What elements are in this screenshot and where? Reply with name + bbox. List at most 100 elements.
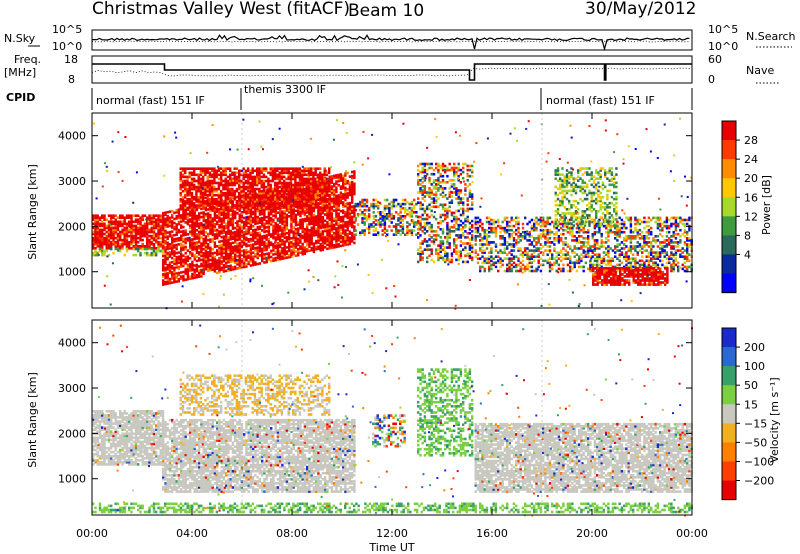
power-panel: 1000200030004000 Slant Range [km] 282420… [26,113,773,310]
data-cell [151,227,153,230]
data-cell [200,212,202,215]
data-cell [261,229,263,232]
data-cell [315,215,317,218]
data-cell [338,223,340,226]
data-cell [160,214,162,217]
data-cell [189,218,191,221]
cpid-label: CPID [6,91,35,104]
data-cell [178,272,180,275]
data-cell [209,214,211,217]
data-cell [333,175,335,178]
data-cell [191,252,193,255]
data-cell [304,228,306,231]
data-cell [281,227,283,230]
data-cell [257,226,259,229]
data-cell [135,225,137,228]
data-cell [173,258,175,261]
data-cell [227,265,229,268]
data-cell [176,280,178,283]
data-cell [146,248,148,251]
data-cell [171,230,173,233]
data-cell [106,231,108,234]
data-cell [347,192,349,195]
data-cell [234,211,236,214]
data-cell [268,238,270,241]
data-cell [121,221,123,224]
data-cell [261,248,263,251]
nave-label: Nave [746,64,774,77]
data-cell [148,235,150,238]
data-cell [304,218,306,221]
data-cell [218,224,220,227]
data-cell [178,255,180,258]
data-cell [198,212,200,215]
data-cell [194,254,196,257]
data-cell [139,245,141,248]
data-cell [313,214,315,217]
data-cell [180,275,182,278]
data-cell [284,241,286,244]
data-cell [182,230,184,233]
data-cell [218,257,220,260]
data-cell [212,252,214,255]
data-cell [103,250,105,253]
data-cell [178,221,180,224]
data-cell [245,263,247,266]
data-cell [112,227,114,230]
data-cell [196,260,198,263]
data-cell [189,263,191,266]
data-cell [124,254,126,257]
data-cell [245,249,247,252]
data-cell [153,214,155,217]
data-cell [182,259,184,262]
data-cell [277,224,279,227]
data-cell [216,249,218,252]
data-cell [223,264,225,267]
data-cell [304,246,306,249]
data-cell [121,239,123,242]
data-cell [227,236,229,239]
data-cell [144,245,146,248]
data-cell [257,232,259,235]
data-cell [302,235,304,238]
data-cell [347,180,349,183]
data-cell [97,214,99,217]
data-cell [119,250,121,253]
data-cell [344,172,346,175]
data-cell [169,243,171,246]
data-cell [308,229,310,232]
data-cell [275,245,277,248]
data-cell [171,281,173,284]
data-cell [324,220,326,223]
date-title: 30/May/2012 [585,0,697,19]
data-cell [133,254,135,257]
data-cell [266,230,268,233]
data-cell [173,267,175,270]
data-cell [266,242,268,245]
data-cell [342,209,344,212]
data-cell [178,237,180,240]
data-cell [227,253,229,256]
data-cell [167,211,169,214]
data-cell [171,257,173,260]
data-cell [182,275,184,278]
data-cell [234,245,236,248]
data-cell [203,211,205,214]
data-cell [254,261,256,264]
data-cell [338,212,340,215]
data-cell [155,233,157,236]
data-cell [169,217,171,220]
data-cell [189,231,191,234]
data-cell [234,231,236,234]
data-cell [178,243,180,246]
data-cell [155,250,157,253]
data-cell [333,244,335,247]
data-cell [196,274,198,277]
data-cell [169,231,171,234]
data-cell [144,252,146,255]
data-cell [171,220,173,223]
data-cell [185,246,187,249]
data-cell [169,251,171,254]
data-cell [266,226,268,229]
data-cell [137,214,139,217]
